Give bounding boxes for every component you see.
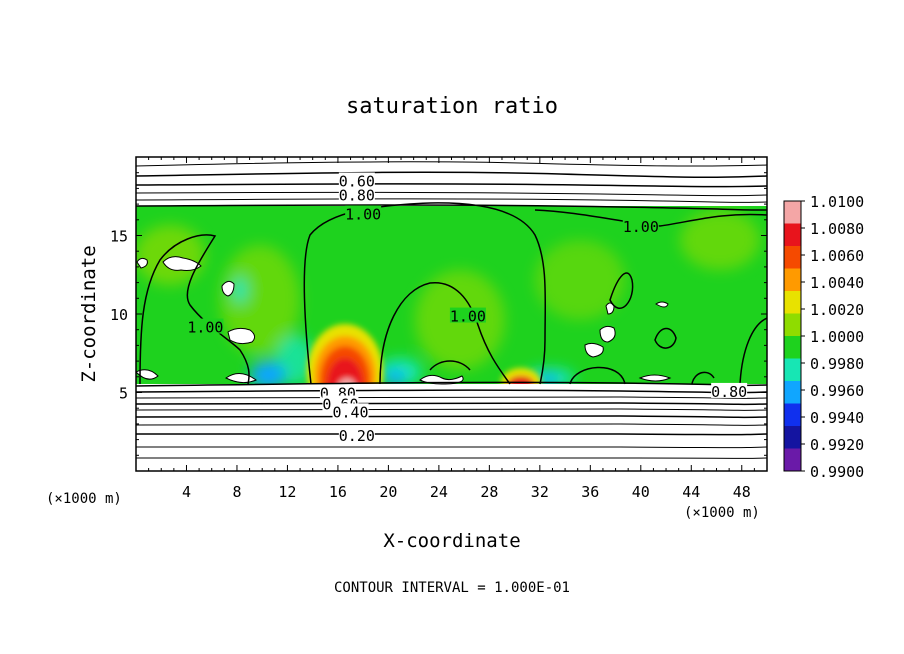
- contour-label-bg: [711, 382, 748, 398]
- blue-patch: [385, 370, 405, 386]
- colorbar-swatch: [784, 336, 801, 359]
- y-tick-label: 10: [110, 306, 128, 324]
- contour-above-5: [136, 198, 767, 203]
- x-tick-label: 16: [329, 483, 347, 501]
- colorbar: 1.0100 1.0080 1.0060 1.0040 1.0020 1.0000 0.99…: [783, 193, 864, 481]
- light-green-patch: [136, 225, 205, 285]
- x-tick-label: 4: [182, 483, 191, 501]
- x-axis-unit-right: (×1000 m): [684, 505, 760, 521]
- light-green-patch: [680, 210, 760, 270]
- contour-1-00-main: [303, 202, 547, 385]
- light-green-patch: [535, 240, 625, 320]
- colorbar-label: 0.9980: [810, 355, 864, 373]
- contour-label-bg: [622, 218, 659, 234]
- contour-below-6: [136, 414, 767, 419]
- contour-label-bg: [338, 172, 375, 188]
- contour-label: 0.80: [339, 187, 375, 205]
- x-tick-label: 36: [581, 483, 599, 501]
- x-tick-label: 20: [379, 483, 397, 501]
- colorbar-label: 0.9920: [810, 436, 864, 454]
- x-tick-label: 8: [232, 483, 241, 501]
- contour-label-bg: [187, 318, 224, 334]
- colorbar-label: 1.0080: [810, 220, 864, 238]
- colorbar-swatch: [784, 201, 801, 224]
- colorbar-swatch: [784, 426, 801, 449]
- colorbar-swatch: [784, 448, 801, 472]
- saturation-field: [136, 157, 767, 471]
- y-tick-label: 15: [110, 228, 128, 246]
- contour-below-10: [136, 457, 767, 459]
- contour-label: 1.00: [345, 206, 381, 224]
- colorbar-label: 1.0060: [810, 247, 864, 265]
- colorbar-label: 0.9960: [810, 382, 864, 400]
- contour-label: 1.00: [623, 218, 659, 236]
- contour-label: 0.60: [339, 173, 375, 191]
- x-axis-unit-left: (×1000 m): [46, 491, 122, 507]
- contour-label: 1.00: [450, 308, 486, 326]
- contour-1-00-right: [534, 209, 767, 227]
- colorbar-swatch: [784, 381, 801, 404]
- x-axis-ticks: 4 8 12 16 20 24 28 32 36 40 44 48: [148, 157, 755, 501]
- colorbar-label: 1.0020: [810, 301, 864, 319]
- y-tick-label: 5: [119, 385, 128, 403]
- colorbar-swatch: [784, 268, 801, 292]
- contour-label-bg: [449, 307, 486, 323]
- x-tick-label: 40: [632, 483, 650, 501]
- contour-label: 0.80: [711, 383, 747, 401]
- contour-1-00-right-c: [654, 327, 677, 349]
- contour-below-4: [136, 401, 767, 406]
- colorbar-swatch: [784, 358, 801, 382]
- contour-lines: [136, 161, 767, 459]
- contour-label: 0.40: [332, 403, 368, 421]
- colorbar-swatch: [784, 313, 801, 337]
- blue-patch: [250, 361, 286, 389]
- contour-label-bg: [338, 186, 375, 202]
- contour-1-00-mid-g: [429, 360, 471, 371]
- contour-cloud-top: [136, 204, 767, 211]
- contour-above-3: [136, 183, 767, 188]
- x-tick-label: 28: [480, 483, 498, 501]
- y-axis-ticks: 5 10 15: [110, 172, 767, 456]
- x-tick-label: 48: [733, 483, 751, 501]
- contour-label: 0.20: [339, 427, 375, 445]
- contour-label-bg: [338, 426, 375, 442]
- below-cloud-clear: [136, 384, 767, 471]
- colorbar-swatch: [784, 223, 801, 247]
- y-axis-label: Z-coordinate: [78, 245, 100, 382]
- contour-labels: 0.600.801.001.001.001.000.800.600.400.20…: [187, 172, 748, 445]
- contour-label-bg: [332, 403, 369, 419]
- colorbar-swatch: [784, 291, 801, 314]
- contour-below-8: [136, 432, 767, 436]
- contour-1-00-right-b: [609, 272, 634, 309]
- contour-label-bg: [345, 205, 382, 221]
- contour-interval-note: CONTOUR INTERVAL = 1.000E-01: [334, 580, 570, 596]
- contour-above-1: [136, 161, 767, 167]
- contour-1-00-right-e: [691, 371, 715, 385]
- cyan-patch: [232, 276, 248, 304]
- colorbar-swatch: [784, 246, 801, 269]
- x-axis-label: X-coordinate: [383, 530, 520, 552]
- colorbar-label: 0.9900: [810, 463, 864, 481]
- contour-above-2: [136, 171, 767, 179]
- x-tick-label: 44: [682, 483, 700, 501]
- contour-1-00-right-f: [569, 366, 626, 385]
- colorbar-label: 1.0100: [810, 193, 864, 211]
- chart-title: saturation ratio: [346, 94, 558, 119]
- colorbar-swatch: [784, 403, 801, 427]
- x-tick-label: 32: [531, 483, 549, 501]
- x-tick-label: 12: [278, 483, 296, 501]
- contour-above-4: [136, 191, 767, 197]
- light-green-patch: [220, 245, 300, 355]
- x-tick-label: 24: [430, 483, 448, 501]
- colorbar-label: 1.0040: [810, 274, 864, 292]
- colorbar-label: 1.0000: [810, 328, 864, 346]
- contour-label: 1.00: [187, 319, 223, 337]
- above-cloud-clear: [136, 157, 767, 206]
- contour-1-00-left: [139, 234, 250, 385]
- colorbar-label: 0.9940: [810, 409, 864, 427]
- contour-1-00-inner: [379, 282, 511, 385]
- contour-1-00-right-d: [739, 317, 767, 385]
